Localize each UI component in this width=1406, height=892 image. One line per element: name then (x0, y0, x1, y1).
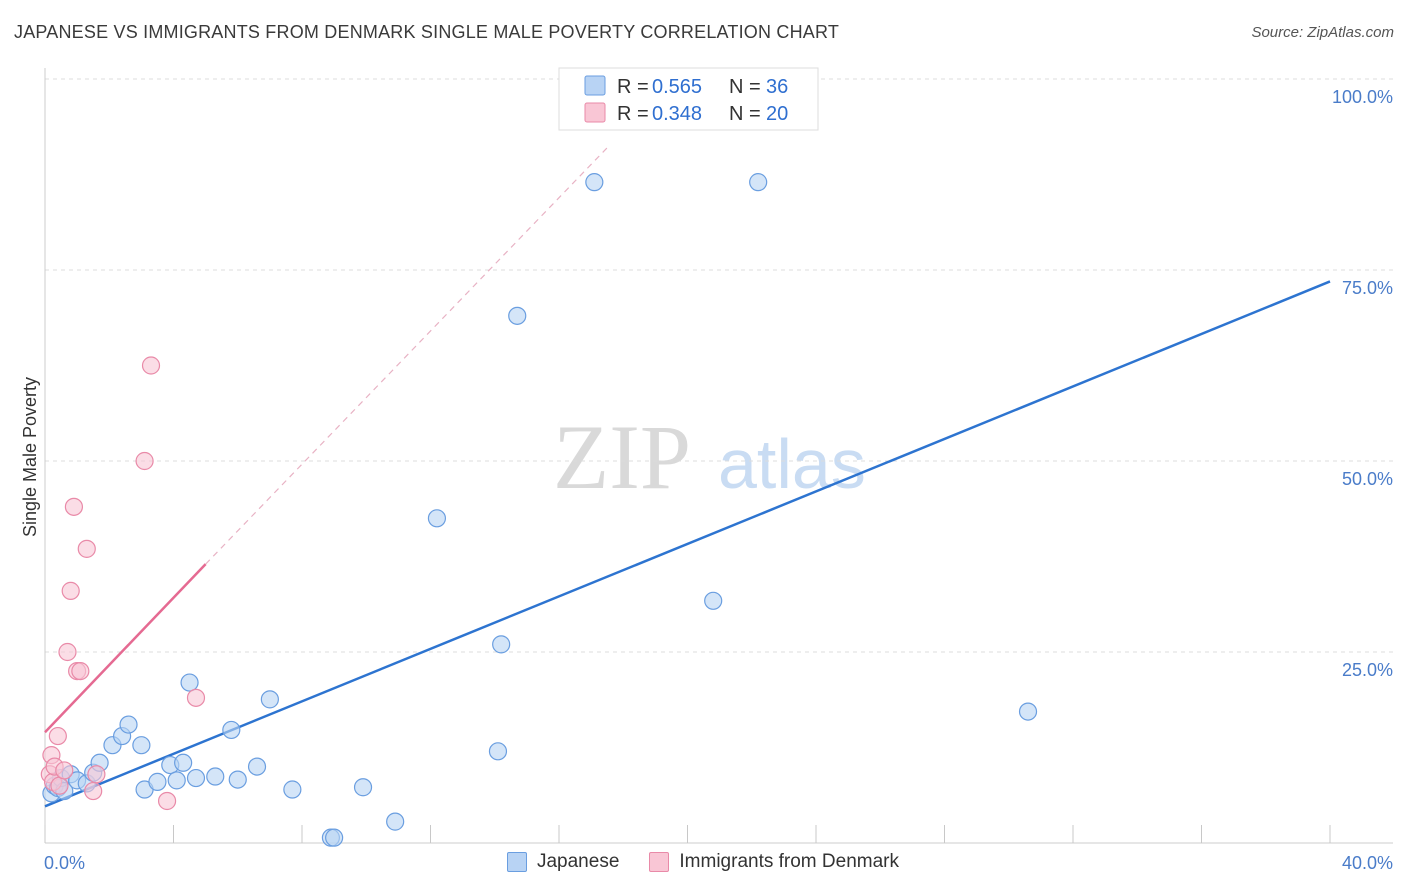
denmark-n-label: N = (729, 103, 761, 125)
japanese-point (353, 778, 373, 797)
japanese-point (206, 767, 225, 786)
grid-lines (45, 78, 1393, 653)
denmark-n-value: 20 (766, 103, 788, 125)
japanese-point (174, 753, 193, 772)
japanese-point (704, 591, 723, 610)
japanese-point (1018, 702, 1038, 721)
chart-title: JAPANESE VS IMMIGRANTS FROM DENMARK SING… (14, 22, 840, 42)
denmark-swatch (649, 852, 670, 872)
japanese-point (427, 509, 447, 528)
denmark-point (48, 726, 67, 746)
japanese-point (749, 173, 768, 192)
japanese-point (228, 770, 247, 789)
denmark-point (141, 356, 161, 375)
japanese-point (247, 757, 267, 776)
denmark-point (84, 781, 103, 801)
y-tick-label: 75.0% (1342, 278, 1393, 298)
japanese-point (260, 690, 279, 709)
denmark-point (50, 776, 69, 795)
denmark-point (55, 761, 74, 780)
japanese-point (488, 742, 508, 761)
japanese-point (283, 780, 302, 799)
japanese-point (386, 812, 405, 831)
y-tick-label: 100.0% (1332, 87, 1393, 107)
series-legend: Japanese Immigrants from Denmark (0, 851, 1406, 873)
trend-lines (44, 147, 1331, 808)
japanese-swatch (506, 852, 527, 872)
y-axis-label: Single Male Poverty (20, 377, 40, 537)
data-points (40, 173, 1038, 847)
japanese-point (119, 715, 138, 734)
japanese-n-label: N = (729, 76, 761, 98)
japanese-r-label: R = (617, 76, 649, 98)
denmark-point (77, 539, 96, 558)
japanese-point (167, 771, 186, 790)
japanese-legend-swatch (584, 75, 606, 96)
watermark-atlas: atlas (718, 425, 866, 503)
denmark-point (135, 451, 154, 471)
legend-label-denmark: Immigrants from Denmark (679, 851, 899, 872)
japanese-point (180, 673, 199, 692)
trend-line-denmark-extension (205, 147, 608, 565)
japanese-point (585, 173, 604, 192)
denmark-point (71, 661, 90, 681)
tick-labels: 25.0% 50.0% 75.0% 100.0% 0.0% 40.0% (44, 87, 1393, 873)
watermark-zip: ZIP (553, 406, 691, 508)
japanese-point (325, 828, 344, 847)
legend-item-japanese: Japanese (506, 851, 620, 873)
denmark-r-label: R = (617, 103, 649, 125)
japanese-point (148, 772, 167, 791)
japanese-point (222, 720, 241, 740)
japanese-n-value: 36 (766, 76, 788, 98)
y-tick-label: 25.0% (1342, 660, 1393, 680)
legend-item-denmark: Immigrants from Denmark (649, 851, 899, 873)
source-label: Source: ZipAtlas.com (1251, 24, 1394, 41)
denmark-r-value: 0.348 (652, 103, 702, 125)
denmark-point (61, 581, 80, 600)
denmark-legend-swatch (584, 102, 606, 123)
stats-legend: R = 0.565 N = 36 R = 0.348 N = 20 (558, 67, 819, 131)
axes (44, 68, 1393, 844)
japanese-point (508, 306, 527, 325)
denmark-point (186, 688, 206, 707)
trend-line-japanese (44, 280, 1331, 808)
y-tick-label: 50.0% (1342, 469, 1393, 489)
denmark-point (64, 497, 84, 516)
japanese-point (132, 736, 151, 755)
japanese-point (186, 768, 206, 788)
denmark-point (87, 765, 106, 784)
japanese-r-value: 0.565 (652, 76, 702, 98)
japanese-point (492, 635, 511, 654)
trend-line-denmark (44, 563, 207, 734)
legend-label-japanese: Japanese (536, 851, 620, 872)
denmark-point (58, 642, 77, 662)
x-tick-label: 40.0% (1342, 853, 1393, 873)
denmark-point (157, 791, 177, 811)
x-tick-label: 0.0% (44, 853, 85, 873)
